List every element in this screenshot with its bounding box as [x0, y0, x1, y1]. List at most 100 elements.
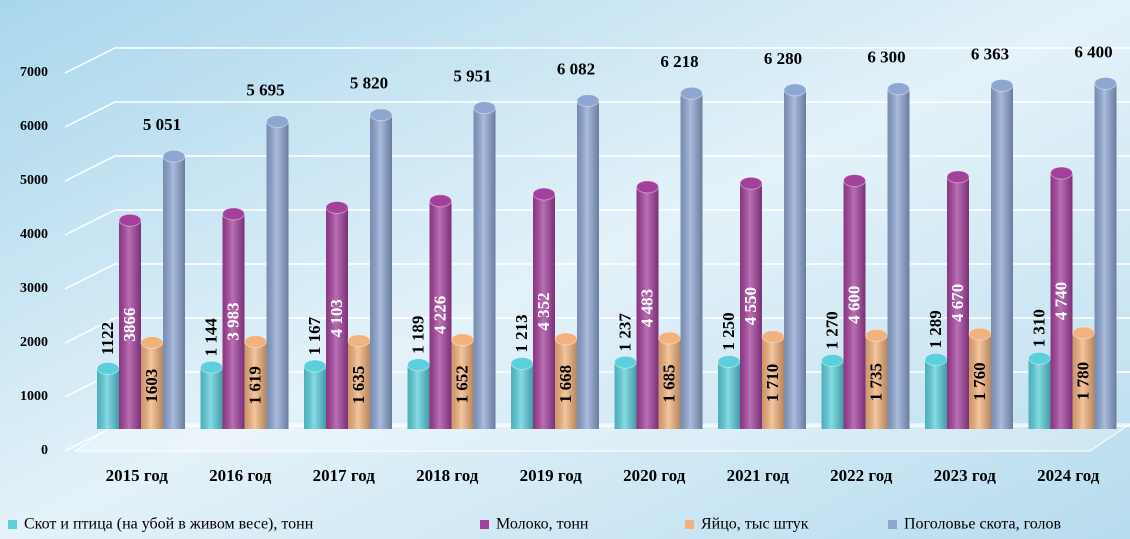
value-label: 1 167: [305, 316, 324, 355]
bar-cap: [658, 331, 681, 345]
bar-shade: [370, 114, 392, 429]
bar-shade: [348, 340, 370, 429]
x-tick-label: 2020 год: [623, 466, 686, 485]
x-tick-label: 2018 год: [416, 466, 479, 485]
value-label: 5 695: [246, 80, 284, 99]
bar-shade: [658, 338, 681, 429]
bar-cap: [843, 174, 866, 188]
bar-cap: [325, 200, 349, 214]
value-label: 6 300: [867, 48, 905, 67]
value-label: 1 780: [1073, 362, 1092, 400]
bar-cap: [680, 86, 703, 100]
bar-cap: [266, 114, 289, 128]
bar-cap: [1050, 166, 1073, 180]
value-label: 4 740: [1051, 282, 1070, 320]
legend-label: Молоко, тонн: [496, 516, 589, 533]
y-tick-label: 4000: [20, 227, 48, 242]
bar-shade: [1072, 332, 1095, 429]
bar-cap: [1072, 326, 1095, 340]
bar-shade: [740, 183, 762, 429]
bar-cap: [554, 332, 578, 346]
x-tick-label: 2022 год: [830, 466, 893, 485]
y-tick-label: 6000: [20, 119, 48, 134]
bar-cap: [614, 355, 637, 369]
bar-cap: [968, 327, 992, 341]
y-tick-label: 0: [41, 443, 48, 458]
x-tick-label: 2021 год: [727, 466, 790, 485]
bar-shade: [865, 335, 888, 429]
value-label: 5 051: [143, 115, 181, 134]
value-label: 1 270: [822, 311, 841, 349]
value-label: 4 483: [637, 289, 656, 327]
value-label: 1 735: [866, 363, 885, 401]
bar-shade: [614, 362, 637, 429]
value-label: 1 685: [659, 364, 678, 402]
value-label: 4 352: [534, 292, 553, 330]
bar-shade: [680, 93, 703, 429]
value-label: 6 280: [764, 49, 802, 68]
legend-swatch: [480, 520, 489, 529]
bar-cap: [865, 328, 888, 342]
value-label: 5 951: [453, 67, 491, 86]
bar-shade: [119, 220, 141, 429]
value-label: 1 144: [201, 318, 220, 357]
value-label: 1 760: [970, 362, 989, 400]
bar-shade: [1094, 83, 1117, 430]
value-label: 1603: [142, 369, 161, 403]
bar-shade: [222, 213, 245, 429]
bar-cap: [887, 82, 910, 96]
value-label: 4 103: [327, 299, 346, 337]
bar-shade: [1050, 173, 1073, 429]
x-tick-label: 2024 год: [1037, 466, 1100, 485]
bar-shade: [947, 176, 969, 429]
bar-cap: [576, 94, 600, 108]
value-label: 4 670: [948, 284, 967, 322]
bar-shade: [266, 121, 289, 429]
value-label: 1 710: [763, 364, 782, 402]
bar-cap: [946, 170, 970, 184]
value-label: 1 289: [926, 310, 945, 348]
bar-shade: [821, 360, 844, 429]
legend-swatch: [8, 520, 17, 529]
bar-cap: [510, 356, 534, 370]
bar-cap: [761, 330, 785, 344]
value-label: 6 400: [1074, 42, 1112, 61]
legend-label: Яйцо, тыс штук: [701, 516, 809, 533]
value-label: 4 226: [430, 296, 449, 334]
bar-cap: [96, 361, 120, 375]
x-tick-label: 2017 год: [313, 466, 376, 485]
value-label: 1 250: [719, 312, 738, 350]
bar-shade: [244, 341, 267, 429]
bar-cap: [140, 335, 164, 349]
y-tick-label: 2000: [20, 335, 48, 350]
value-label: 4 550: [741, 287, 760, 325]
y-tick-label: 5000: [20, 173, 48, 188]
bar-cap: [636, 180, 659, 194]
bar-cap: [303, 359, 327, 373]
value-label: 3866: [120, 308, 139, 342]
bar-shade: [451, 339, 474, 429]
bar-shade: [429, 200, 452, 429]
x-tick-label: 2019 год: [520, 466, 583, 485]
bar-shade: [762, 336, 784, 429]
bar-shade: [555, 338, 577, 429]
bar-shade: [577, 100, 599, 430]
bar-cap: [739, 176, 763, 190]
bar-shade: [636, 186, 659, 429]
grid-line: [64, 47, 1130, 74]
bar-cap: [990, 78, 1014, 92]
bar-cap: [244, 335, 267, 349]
x-tick-label: 2016 год: [209, 466, 272, 485]
value-label: 6 218: [660, 52, 698, 71]
y-tick-label: 3000: [20, 281, 48, 296]
bar-shade: [304, 365, 326, 429]
bar-shade: [473, 107, 496, 430]
value-label: 1 213: [512, 314, 531, 352]
bar-cap: [347, 334, 371, 348]
bar-shade: [97, 368, 119, 429]
value-label: 1 237: [615, 313, 634, 352]
bar-cap: [162, 149, 186, 163]
bar-shade: [843, 180, 866, 429]
value-label: 4 600: [844, 286, 863, 324]
